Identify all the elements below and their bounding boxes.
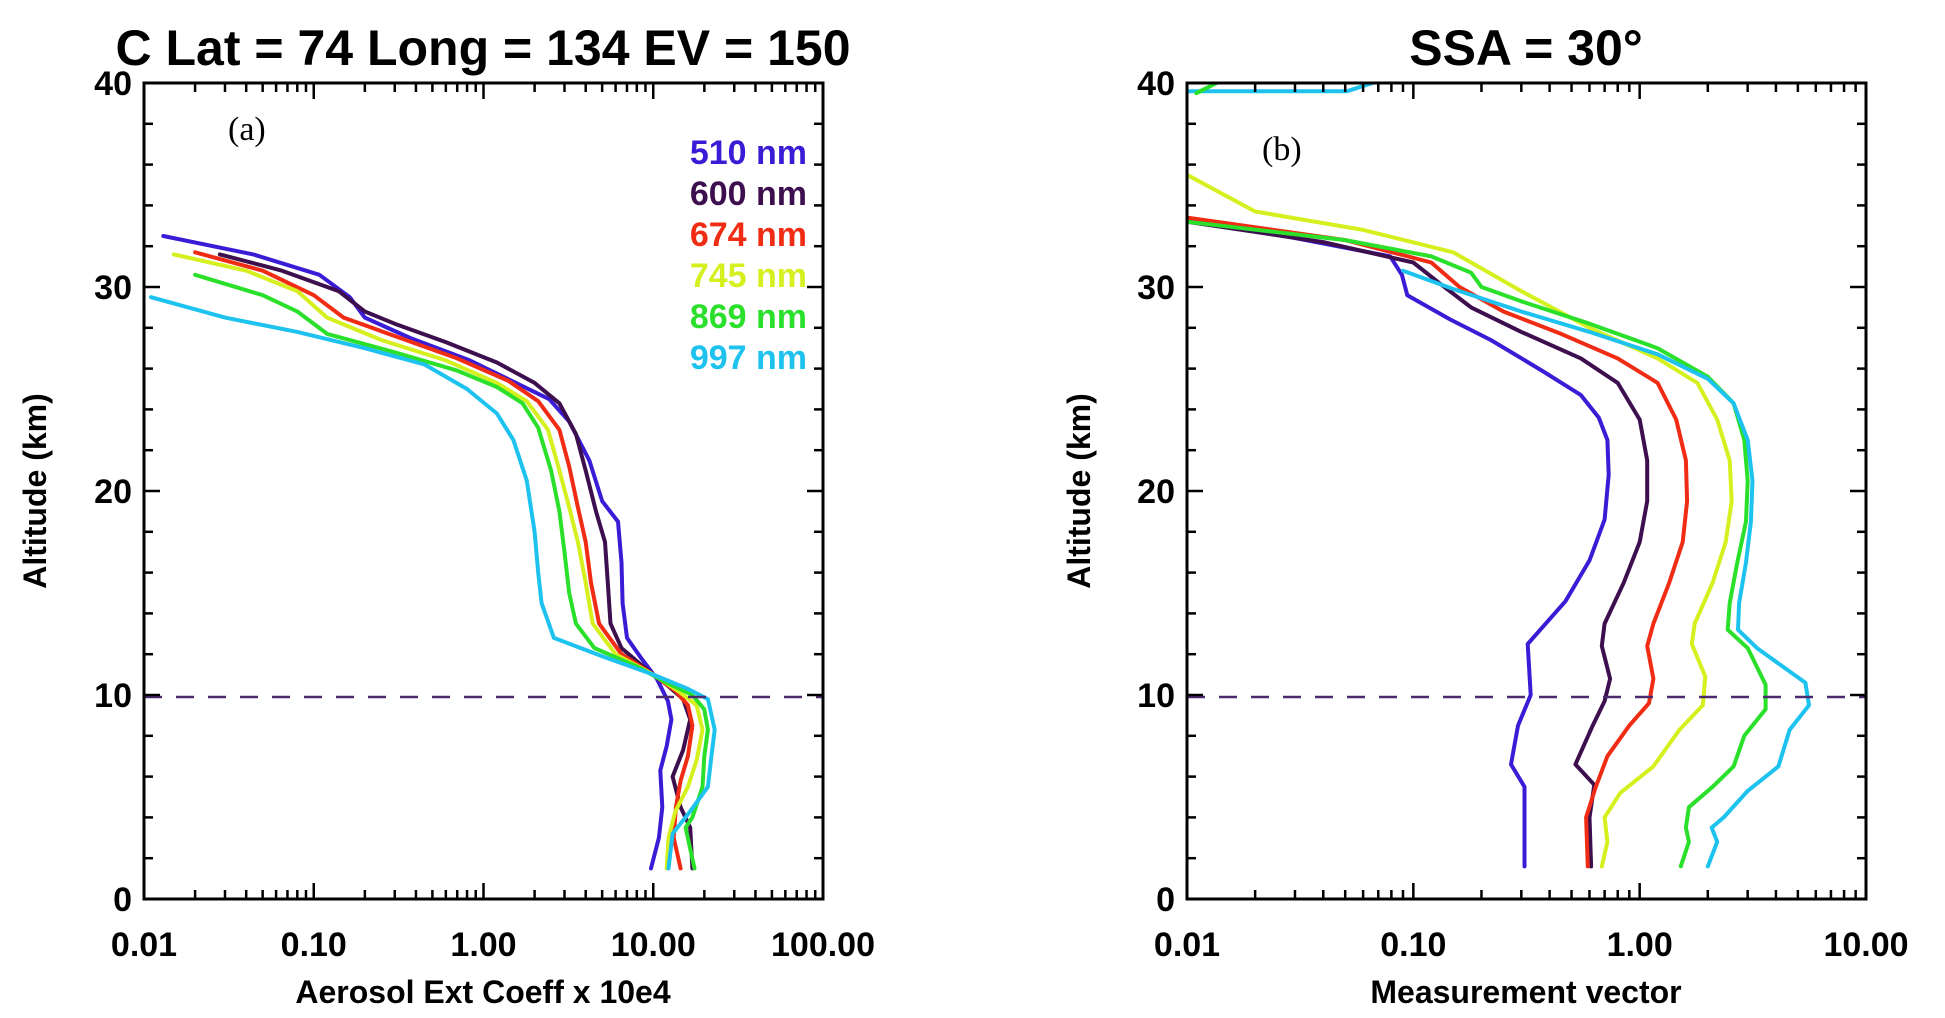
series-line-997-nm	[149, 295, 717, 871]
series-group	[149, 234, 717, 871]
series-line-745-nm	[171, 252, 705, 871]
series-line-674-nm	[193, 250, 695, 871]
y-tick-label: 0	[113, 881, 132, 919]
y-tick-label: 10	[94, 677, 132, 715]
legend-entry: 745 nm	[690, 257, 807, 295]
legend-entry: 674 nm	[690, 216, 807, 254]
panel-a: C Lat = 74 Long = 134 EV = 150 0.01 0.10 1…	[17, 20, 875, 1010]
plot-area-b: 0.01 0.10 1.00 10.00 0 10 20 30 40	[1137, 65, 1908, 964]
plot-area-a: 0.01 0.10 1.00 10.00 100.00 0 10 20 30 40	[94, 65, 875, 964]
x-tick-label: 100.00	[771, 926, 875, 964]
y-ticks	[1187, 81, 1866, 901]
x-tick-label: 0.10	[1380, 926, 1446, 964]
series-line-510-nm	[161, 234, 674, 871]
y-tick-label: 20	[94, 473, 132, 511]
y-tick-label: 40	[1137, 65, 1175, 103]
legend-entry: 510 nm	[690, 134, 807, 172]
y-ticks	[144, 81, 823, 901]
series-line-869-nm	[193, 272, 710, 871]
x-axis-label-a: Aerosol Ext Coeff x 10e4	[295, 974, 670, 1010]
series-line-869-nm-top-fragment	[1194, 83, 1219, 96]
x-tick-label: 0.01	[1154, 926, 1220, 964]
series-line-600-nm	[217, 252, 695, 871]
series-line-510-nm	[1187, 217, 1611, 869]
chart-title-b: SSA = 30°	[1409, 20, 1643, 76]
y-tick-label: 30	[1137, 269, 1175, 307]
x-tick-label: 10.00	[611, 926, 696, 964]
x-tick-label: 1.00	[1607, 926, 1673, 964]
y-tick-label: 40	[94, 65, 132, 103]
legend-entry: 869 nm	[690, 298, 807, 336]
x-tick-label: 0.10	[281, 926, 347, 964]
y-axis-label-a: Altitude (km)	[17, 393, 53, 589]
chart-title-a: C Lat = 74 Long = 134 EV = 150	[115, 20, 850, 76]
y-tick-label: 20	[1137, 473, 1175, 511]
panel-label-b: (b)	[1262, 131, 1302, 168]
series-line-600-nm	[1187, 219, 1650, 869]
series-line-745-nm	[1187, 172, 1734, 869]
series-line-674-nm	[1187, 215, 1690, 869]
series-line-997-nm	[1401, 268, 1811, 869]
x-tick-label: 10.00	[1823, 926, 1908, 964]
panel-b: SSA = 30° 0.01 0.10 1.00 10.00 0 10 20 30 40 (b)…	[1061, 20, 1909, 1010]
x-tick-label: 0.01	[111, 926, 177, 964]
series-line-869-nm	[1187, 219, 1768, 869]
panel-label-a: (a)	[228, 111, 266, 148]
legend-entry: 600 nm	[690, 175, 807, 213]
y-axis-label-b: Altitude (km)	[1061, 393, 1097, 589]
y-tick-label: 30	[94, 269, 132, 307]
legend-entry: 997 nm	[690, 339, 807, 377]
y-tick-label: 0	[1156, 881, 1175, 919]
y-tick-label: 10	[1137, 677, 1175, 715]
x-tick-label: 1.00	[450, 926, 516, 964]
x-ticks	[1185, 83, 1868, 899]
x-axis-label-b: Measurement vector	[1370, 974, 1681, 1010]
x-ticks	[142, 83, 825, 899]
series-group	[1187, 83, 1811, 869]
